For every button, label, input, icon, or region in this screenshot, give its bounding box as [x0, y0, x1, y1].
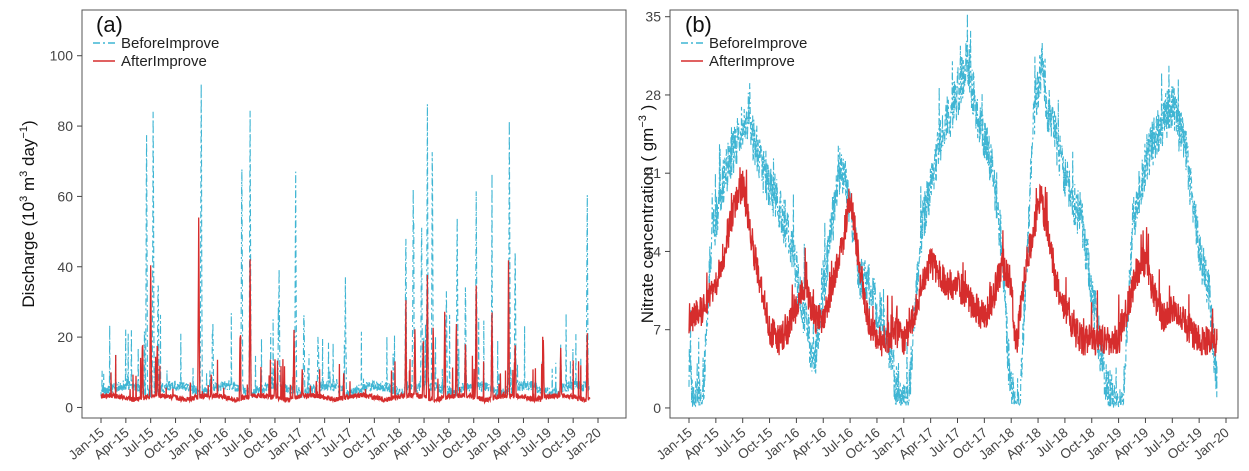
- y-tick-label: 14: [645, 243, 661, 259]
- panel-a-label: (a): [96, 12, 123, 37]
- ylabel-a-mid2: day: [19, 138, 38, 171]
- legend-entry: BeforeImprove: [121, 35, 219, 52]
- y-tick-label: 100: [50, 48, 74, 64]
- panel-b-label: (b): [685, 12, 712, 37]
- y-tick-label: 80: [57, 118, 73, 134]
- y-tick-label: 0: [65, 399, 73, 415]
- series-line-afterimprove: [688, 167, 1218, 357]
- y-tick-label: 35: [645, 9, 661, 25]
- y-tick-label: 28: [645, 87, 661, 103]
- ylabel-a-pre: Discharge (10: [19, 202, 38, 308]
- legend-entry: BeforeImprove: [709, 35, 807, 52]
- ylabel-a-exp3: −1: [18, 126, 30, 139]
- legend-entry: AfterImprove: [709, 53, 795, 70]
- y-tick-label: 7: [653, 322, 661, 338]
- y-tick-label: 40: [57, 259, 73, 275]
- ylabel-a-mid: m: [19, 177, 38, 196]
- plot-frame: [81, 9, 627, 419]
- series-line-beforeimprove: [100, 83, 591, 400]
- series-line-afterimprove: [100, 217, 591, 405]
- ylabel-a-exp1: 3: [18, 196, 30, 202]
- y-tick-label: 20: [57, 329, 73, 345]
- legend-entry: AfterImprove: [121, 53, 207, 70]
- ylabel-a-post: ): [19, 120, 38, 126]
- y-tick-label: 60: [57, 188, 73, 204]
- panel-a-y-axis-label: Discharge (103 m3 day−1): [18, 120, 38, 307]
- y-tick-label: 0: [653, 400, 661, 416]
- ylabel-b-pre: Nitrate concentration ( gm: [638, 128, 657, 324]
- plot-frame: [669, 9, 1239, 419]
- panel-a-discharge: (a) Discharge (103 m3 day−1) 02040608010…: [18, 9, 627, 463]
- ylabel-b-exp1: −3: [637, 115, 649, 128]
- panel-b-y-axis-label: Nitrate concentration ( gm−3 ): [637, 105, 657, 324]
- ylabel-a-exp2: 3: [18, 171, 30, 177]
- y-tick-label: 21: [645, 165, 661, 181]
- ylabel-b-post: ): [638, 105, 657, 115]
